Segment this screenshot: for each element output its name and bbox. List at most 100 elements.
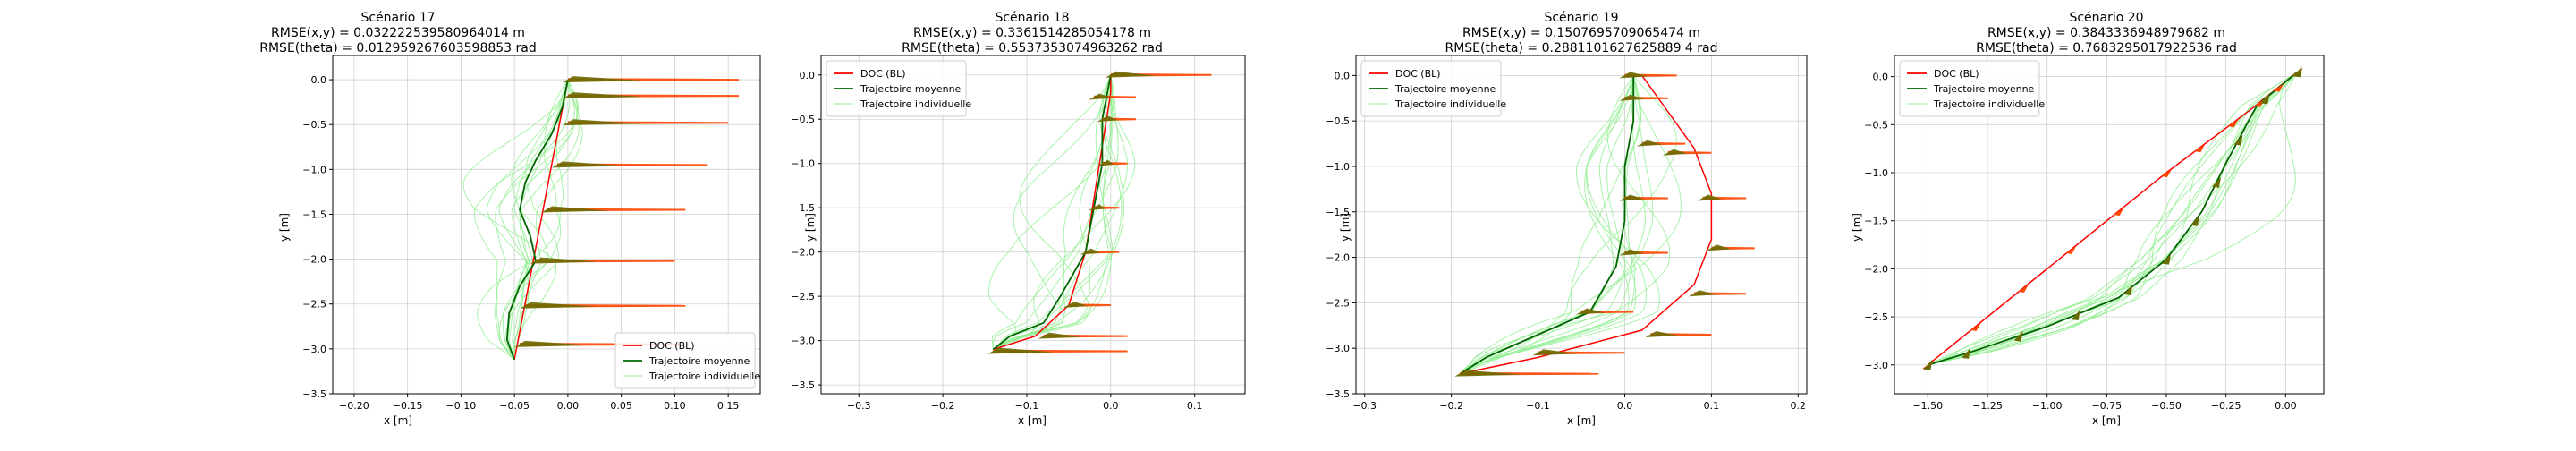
y-axis-label: y [m] [278, 213, 291, 242]
individual-trajectory-line [993, 74, 1112, 350]
mean-orientation-arrow [530, 257, 598, 264]
individual-trajectory-line [1460, 75, 1671, 374]
chart-title-line-1: Scénario 18 [995, 11, 1069, 25]
y-tick-label: −1.0 [302, 164, 326, 175]
y-tick-label: −0.5 [1864, 119, 1888, 131]
individual-trajectory-line [498, 80, 569, 361]
individual-trajectory-line [993, 74, 1112, 350]
x-axis-label: x [m] [1018, 414, 1046, 427]
doc-orientation-arrow [2113, 207, 2124, 216]
mean-orientation-arrow [1532, 349, 1578, 356]
individual-trajectory-line [1928, 71, 2298, 366]
y-tick-label: −2.0 [791, 247, 815, 259]
x-tick-label: 0.0 [1617, 400, 1633, 412]
y-tick-label: −1.5 [791, 202, 815, 214]
x-axis-label: x [m] [384, 414, 412, 427]
y-tick-label: 0.0 [311, 74, 327, 86]
chart-title-line-2: RMSE(x,y) = 0.032222539580964014 m [271, 26, 525, 40]
mean-orientation-arrow [1962, 347, 1970, 359]
individual-trajectory-line [1460, 75, 1642, 374]
chart-title-line-2: RMSE(x,y) = 0.1507695709065474 m [1462, 26, 1700, 40]
mean-orientation-arrow [1706, 244, 1732, 251]
legend-box [614, 332, 756, 389]
individual-trajectory-line [513, 80, 583, 360]
mean-trajectory-line [505, 79, 569, 361]
y-tick-label: −2.5 [1864, 311, 1888, 323]
axes-frame [1894, 55, 2325, 395]
x-axis-label: x [m] [1567, 414, 1596, 427]
legend-entry: DOC (BL) [1395, 68, 1441, 80]
individual-trajectory-line [1928, 71, 2298, 366]
x-tick-label: −0.1 [1526, 400, 1550, 412]
mean-orientation-arrow [2071, 309, 2080, 320]
mean-orientation-arrow [2123, 285, 2133, 296]
x-tick-label: −0.25 [2211, 400, 2241, 412]
x-tick-label: 0.1 [1187, 400, 1203, 412]
y-tick-label: −1.0 [791, 158, 815, 170]
mean-orientation-arrow [1689, 290, 1718, 297]
mean-orientation-arrow [1662, 149, 1688, 156]
legend-box [1360, 60, 1502, 117]
mean-trajectory-line [1459, 75, 1635, 375]
mean-orientation-arrow [1097, 115, 1118, 123]
legend-entry: Trajectoire individuelle [1933, 98, 2045, 110]
legend-entry: Trajectoire moyenne [648, 355, 750, 367]
x-tick-label: −0.2 [1439, 400, 1463, 412]
legend-box [826, 60, 967, 117]
mean-orientation-arrow [2190, 215, 2199, 226]
doc-orientation-arrow [2161, 169, 2172, 178]
y-tick-label: −3.5 [302, 388, 326, 400]
y-tick-label: −3.0 [1864, 360, 1888, 371]
legend-box [1899, 60, 2040, 117]
mean-orientation-arrow [1636, 140, 1662, 147]
individual-trajectory-line [1928, 71, 2298, 366]
chart-panel-scenario-18: Scénario 18 RMSE(x,y) = 0.33615142850541… [791, 11, 1246, 427]
individual-trajectory-line [509, 80, 575, 361]
individual-trajectory-line [1460, 75, 1660, 374]
mean-orientation-arrow [987, 347, 1054, 354]
y-axis-label: y [m] [804, 213, 817, 242]
x-tick-label: 0.05 [610, 400, 632, 412]
axes-frame [332, 55, 761, 395]
y-axis-label: y [m] [1851, 213, 1863, 242]
y-tick-label: −2.5 [302, 299, 326, 311]
x-tick-label: −1.25 [1972, 400, 2003, 412]
mean-orientation-arrow [1619, 194, 1645, 201]
doc-orientation-arrow [2254, 98, 2265, 107]
plot-content [1454, 72, 1755, 377]
individual-trajectory-line [1460, 75, 1637, 374]
individual-trajectory-line [987, 74, 1113, 350]
chart-title-line-2: RMSE(x,y) = 0.3361514285054178 m [913, 26, 1151, 40]
mean-orientation-arrow [2162, 253, 2171, 265]
mean-orientation-arrow [2013, 330, 2023, 342]
y-tick-label: −3.5 [1326, 388, 1350, 400]
legend-entry: Trajectoire moyenne [1394, 83, 1496, 95]
mean-orientation-arrow [562, 119, 640, 126]
mean-orientation-arrow [562, 76, 645, 83]
doc-orientation-arrow [2018, 284, 2029, 293]
mean-orientation-arrow [1097, 159, 1114, 166]
individual-trajectory-line [993, 74, 1136, 350]
legend: DOC (BL) Trajectoire moyenne Trajectoire i… [1360, 60, 1506, 117]
x-tick-label: −0.15 [393, 400, 423, 412]
x-tick-label: 0.00 [2275, 400, 2297, 412]
y-tick-label: −1.0 [1326, 161, 1350, 173]
x-tick-label: 0.00 [557, 400, 580, 412]
chart-panel-scenario-17: Scénario 17 RMSE(x,y) = 0.03222253958096… [259, 11, 761, 427]
x-tick-label: −0.2 [931, 400, 955, 412]
y-tick-label: −1.5 [1864, 216, 1888, 227]
chart-title-line-1: Scénario 20 [2069, 11, 2143, 25]
mean-orientation-arrow [1923, 359, 1933, 370]
mean-orientation-arrow [1697, 194, 1723, 201]
chart-title-line-1: Scénario 19 [1544, 11, 1618, 25]
mean-orientation-arrow [1454, 370, 1523, 377]
plot-content [1922, 66, 2303, 370]
mean-orientation-arrow [541, 206, 609, 213]
individual-trajectory-line [1459, 75, 1634, 374]
chart-title-line-3: RMSE(theta) = 0.012959267603598853 rad [259, 41, 537, 55]
legend-entry: DOC (BL) [860, 68, 906, 80]
doc-bl-line [993, 74, 1112, 351]
y-tick-label: 0.0 [1873, 72, 1889, 83]
individual-trajectory-line [462, 80, 569, 361]
